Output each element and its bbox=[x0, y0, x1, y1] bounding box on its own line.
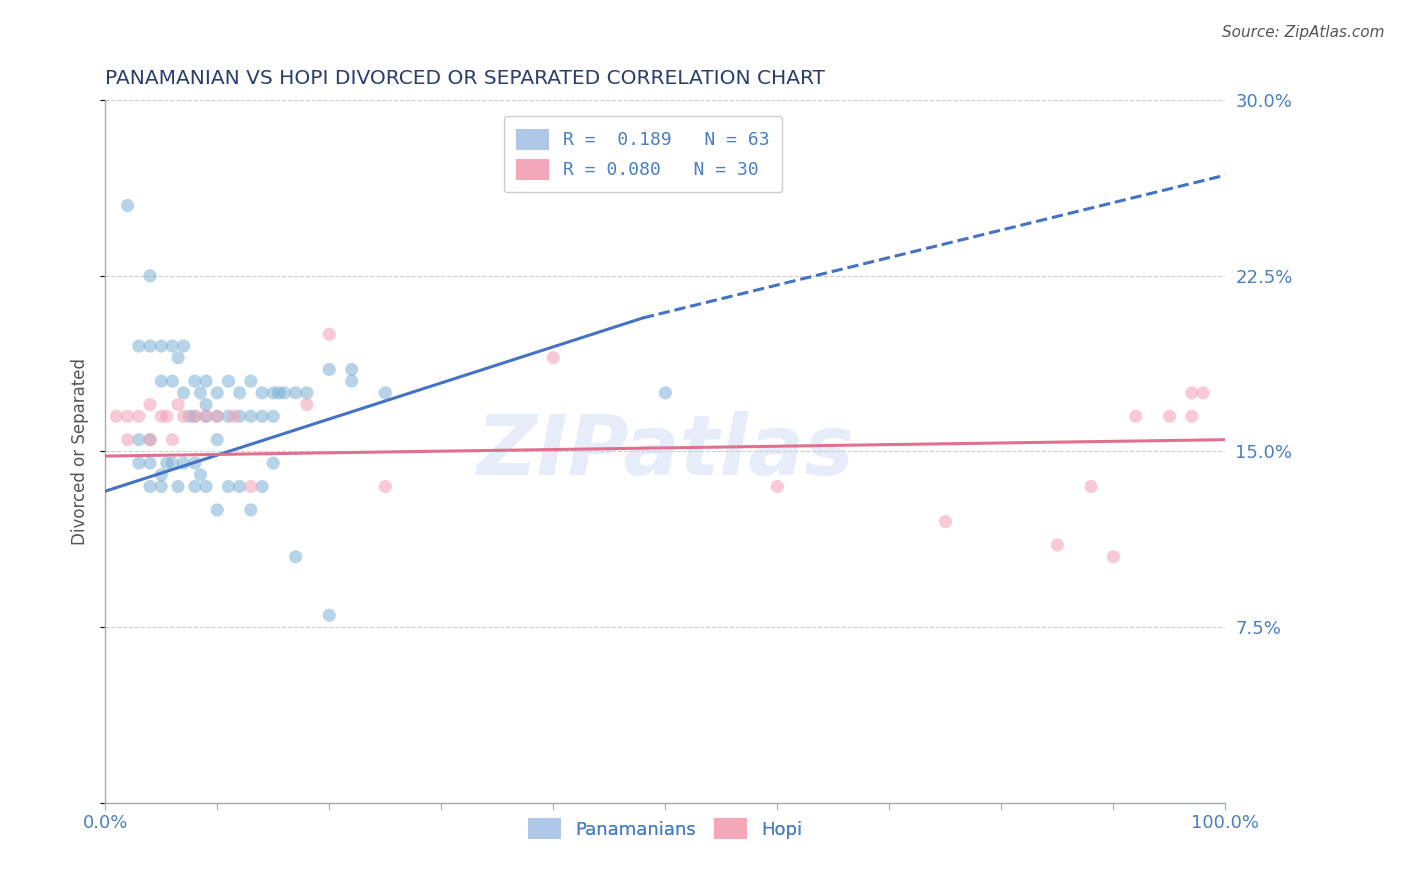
Point bbox=[295, 398, 318, 412]
Point bbox=[139, 339, 162, 353]
Point bbox=[173, 409, 195, 424]
Point bbox=[184, 409, 207, 424]
Point bbox=[150, 374, 173, 388]
Point bbox=[167, 479, 190, 493]
Point bbox=[150, 409, 173, 424]
Point bbox=[207, 409, 229, 424]
Point bbox=[374, 479, 396, 493]
Point bbox=[139, 433, 162, 447]
Point bbox=[1192, 385, 1215, 400]
Point bbox=[250, 409, 273, 424]
Point bbox=[128, 409, 150, 424]
Point bbox=[173, 456, 195, 470]
Point bbox=[1181, 409, 1204, 424]
Point bbox=[340, 374, 363, 388]
Point bbox=[543, 351, 565, 365]
Legend: Panamanians, Hopi: Panamanians, Hopi bbox=[522, 811, 810, 847]
Point bbox=[190, 385, 212, 400]
Point bbox=[184, 374, 207, 388]
Point bbox=[128, 456, 150, 470]
Point bbox=[162, 374, 184, 388]
Point bbox=[139, 479, 162, 493]
Point bbox=[222, 409, 245, 424]
Y-axis label: Divorced or Separated: Divorced or Separated bbox=[72, 358, 89, 545]
Point bbox=[284, 549, 307, 564]
Point bbox=[284, 385, 307, 400]
Point bbox=[228, 409, 250, 424]
Point bbox=[156, 456, 179, 470]
Point bbox=[1159, 409, 1181, 424]
Point bbox=[250, 479, 273, 493]
Point bbox=[267, 385, 290, 400]
Point bbox=[128, 433, 150, 447]
Point bbox=[139, 398, 162, 412]
Point bbox=[318, 327, 340, 342]
Text: PANAMANIAN VS HOPI DIVORCED OR SEPARATED CORRELATION CHART: PANAMANIAN VS HOPI DIVORCED OR SEPARATED… bbox=[105, 69, 825, 87]
Point bbox=[318, 362, 340, 376]
Point bbox=[262, 409, 284, 424]
Point bbox=[766, 479, 789, 493]
Point bbox=[1080, 479, 1102, 493]
Point bbox=[167, 398, 190, 412]
Text: ZIPatlas: ZIPatlas bbox=[477, 411, 855, 491]
Point bbox=[273, 385, 295, 400]
Point bbox=[228, 479, 250, 493]
Point bbox=[195, 409, 218, 424]
Point bbox=[239, 374, 262, 388]
Point bbox=[207, 433, 229, 447]
Point bbox=[934, 515, 956, 529]
Point bbox=[139, 456, 162, 470]
Point bbox=[195, 374, 218, 388]
Point bbox=[150, 339, 173, 353]
Point bbox=[173, 339, 195, 353]
Point bbox=[250, 385, 273, 400]
Point bbox=[105, 409, 128, 424]
Point bbox=[117, 433, 139, 447]
Point bbox=[318, 608, 340, 623]
Point bbox=[150, 479, 173, 493]
Point bbox=[139, 433, 162, 447]
Point bbox=[207, 409, 229, 424]
Point bbox=[295, 385, 318, 400]
Point bbox=[117, 409, 139, 424]
Point bbox=[239, 479, 262, 493]
Point bbox=[1181, 385, 1204, 400]
Point bbox=[184, 479, 207, 493]
Point bbox=[1125, 409, 1147, 424]
Point bbox=[239, 409, 262, 424]
Point bbox=[228, 385, 250, 400]
Point bbox=[156, 409, 179, 424]
Point bbox=[195, 398, 218, 412]
Point bbox=[190, 467, 212, 482]
Point bbox=[184, 456, 207, 470]
Point bbox=[239, 503, 262, 517]
Point bbox=[262, 385, 284, 400]
Point bbox=[340, 362, 363, 376]
Point bbox=[184, 409, 207, 424]
Point bbox=[1102, 549, 1125, 564]
Point bbox=[374, 385, 396, 400]
Point bbox=[150, 467, 173, 482]
Point bbox=[195, 479, 218, 493]
Point bbox=[162, 433, 184, 447]
Point bbox=[139, 268, 162, 283]
Point bbox=[217, 479, 239, 493]
Point bbox=[217, 409, 239, 424]
Point bbox=[654, 385, 676, 400]
Text: Source: ZipAtlas.com: Source: ZipAtlas.com bbox=[1222, 25, 1385, 40]
Point bbox=[167, 351, 190, 365]
Point bbox=[262, 456, 284, 470]
Point bbox=[179, 409, 201, 424]
Point bbox=[162, 339, 184, 353]
Point bbox=[173, 385, 195, 400]
Point bbox=[117, 198, 139, 212]
Point bbox=[195, 409, 218, 424]
Point bbox=[128, 339, 150, 353]
Point bbox=[1046, 538, 1069, 552]
Point bbox=[207, 503, 229, 517]
Point bbox=[162, 456, 184, 470]
Point bbox=[217, 374, 239, 388]
Point bbox=[207, 385, 229, 400]
